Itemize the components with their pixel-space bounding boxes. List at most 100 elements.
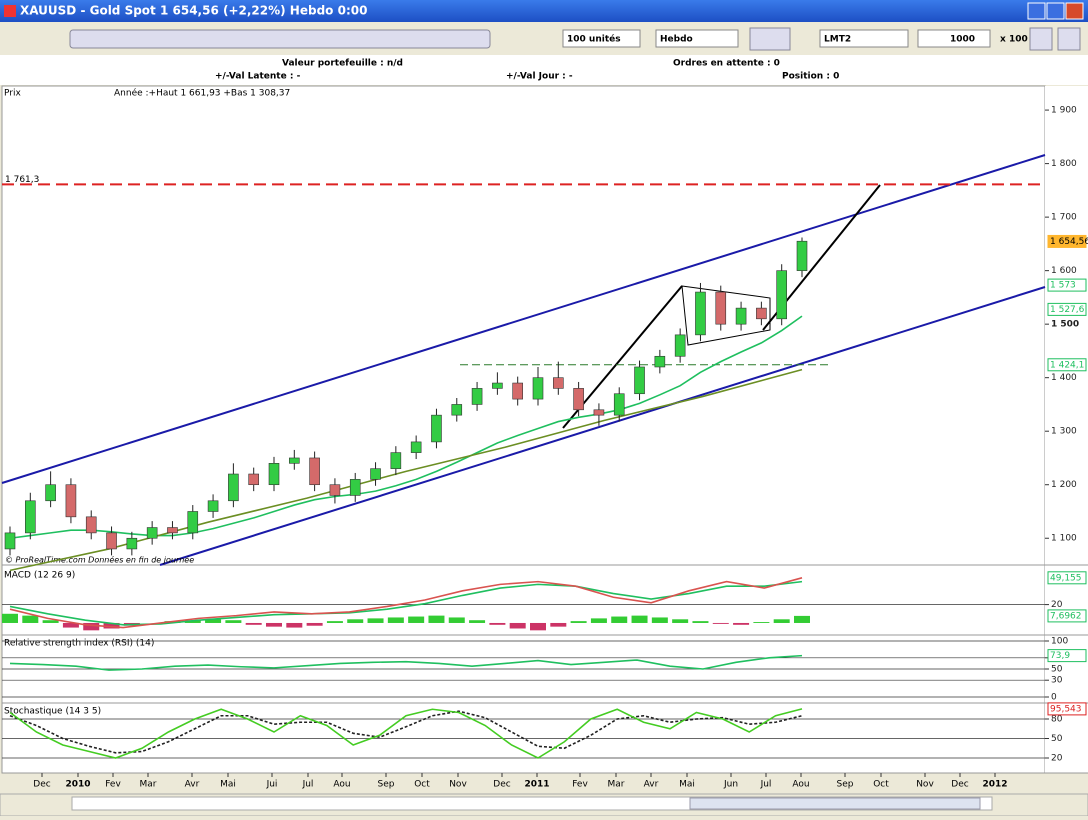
x-tick-label: Jui (266, 780, 278, 790)
histogram-bar (266, 622, 282, 627)
price-tag (1047, 278, 1087, 292)
x-tick-label: Mar (140, 780, 157, 790)
candle-body (390, 452, 402, 469)
histogram-bar (530, 622, 546, 631)
y-tick-label: 1 400 (1051, 373, 1077, 383)
x-tick-label: Nov (449, 780, 467, 790)
candle-body (695, 291, 706, 336)
stoch-k (9, 708, 803, 759)
histogram-bar (469, 620, 486, 623)
x-tick-label: Fev (572, 780, 588, 790)
layout-button[interactable] (1029, 27, 1053, 51)
portfolio: Valeur portefeuille : n/d (282, 59, 403, 69)
x-tick-label: Nov (916, 780, 934, 790)
period: Hebdo (660, 35, 693, 45)
panel-label: Relative strength index (RSI) (14) (4, 639, 154, 649)
price-tag (1047, 609, 1087, 623)
maximize[interactable] (1046, 2, 1065, 20)
histogram-bar (590, 618, 607, 623)
price-tag-label: 73,9 (1050, 651, 1070, 661)
quantity-select[interactable] (562, 29, 641, 48)
candle-body (167, 527, 178, 534)
latent: +/-Val Latente : - (215, 72, 301, 82)
histogram-bar (367, 618, 384, 623)
candle-body (431, 414, 442, 443)
info-bar (0, 55, 1088, 85)
candle-body (512, 382, 523, 400)
x-tick-label: Jul (760, 780, 772, 790)
x-tick-label: Oct (873, 780, 889, 790)
candle-body (268, 463, 280, 486)
account: LMT2 (824, 35, 851, 45)
candle-body (370, 468, 381, 480)
close[interactable] (1065, 2, 1084, 20)
tool-strip[interactable] (69, 29, 491, 49)
histogram-bar (550, 622, 567, 627)
minimize[interactable] (1027, 2, 1046, 20)
amount-input[interactable] (917, 29, 991, 48)
x-tick-label: Fev (105, 780, 121, 790)
histogram-bar (509, 622, 526, 629)
histogram-bar (245, 622, 262, 625)
candle-body (553, 377, 564, 389)
candle-body (25, 500, 36, 534)
y-tick-label: 50 (1051, 665, 1063, 675)
histogram-bar (428, 615, 445, 623)
histogram-bar (326, 621, 343, 623)
histogram-bar (672, 619, 689, 623)
day: +/-Val Jour : - (506, 72, 573, 82)
candle-body (471, 388, 483, 405)
x-tick-label: Oct (414, 780, 430, 790)
x-tick-label: Sep (837, 780, 854, 790)
y-tick-label: 1 800 (1051, 159, 1077, 169)
candle-body (329, 484, 341, 496)
x-tick-label: 2011 (524, 780, 549, 790)
price-tag (1047, 358, 1087, 372)
x-tick-label: Avr (185, 780, 200, 790)
candle-body (715, 291, 727, 325)
candle-body (85, 516, 97, 534)
y-tick-label: 1 300 (1051, 427, 1077, 437)
y-tick-label: 1 600 (1051, 266, 1077, 276)
candle-body (776, 270, 787, 320)
position: Position : 0 (782, 72, 839, 82)
price-tag (1047, 702, 1087, 716)
macd-line (9, 577, 803, 629)
moving-average (9, 368, 803, 572)
chart-area (1, 85, 1046, 774)
panel-label: Stochastique (14 3 5) (4, 707, 101, 717)
histogram-bar (408, 616, 425, 623)
y-tick-label: 0 (1051, 693, 1057, 703)
price-tag-label: 49,155 (1050, 573, 1082, 583)
histogram-bar (611, 616, 628, 623)
histogram-bar (651, 617, 668, 623)
y-tick-label: 80 (1051, 715, 1063, 725)
panel-label: MACD (12 26 9) (4, 571, 75, 581)
candle-body (573, 388, 584, 411)
pending: Ordres en attente : 0 (673, 59, 780, 69)
scroll-thumb[interactable] (689, 797, 981, 810)
account-select[interactable] (819, 29, 909, 48)
y-tick-label: 100 (1051, 637, 1068, 647)
x-tick-label: Aou (333, 780, 350, 790)
candle-body (654, 355, 666, 368)
x-tick-label: Aou (792, 780, 809, 790)
x-tick-label: Avr (644, 780, 659, 790)
histogram-bar (83, 622, 100, 631)
quantity: 100 unités (567, 34, 621, 45)
x-tick-label: Dec (33, 780, 50, 790)
indicator-button[interactable] (749, 27, 791, 51)
candle-body (492, 382, 503, 389)
y-tick-label: 50 (1051, 734, 1063, 744)
moving-average (9, 315, 803, 540)
x-tick-label: Mai (679, 780, 695, 790)
y-tick-label: 1 500 (1051, 320, 1079, 330)
histogram-bar (184, 620, 201, 623)
panel-separators (2, 564, 1088, 774)
price-tag (1047, 571, 1087, 585)
histogram-bar (22, 615, 39, 623)
period-select[interactable] (655, 29, 739, 48)
layout-button[interactable] (1057, 27, 1081, 51)
panel-label: Prix (4, 89, 21, 99)
